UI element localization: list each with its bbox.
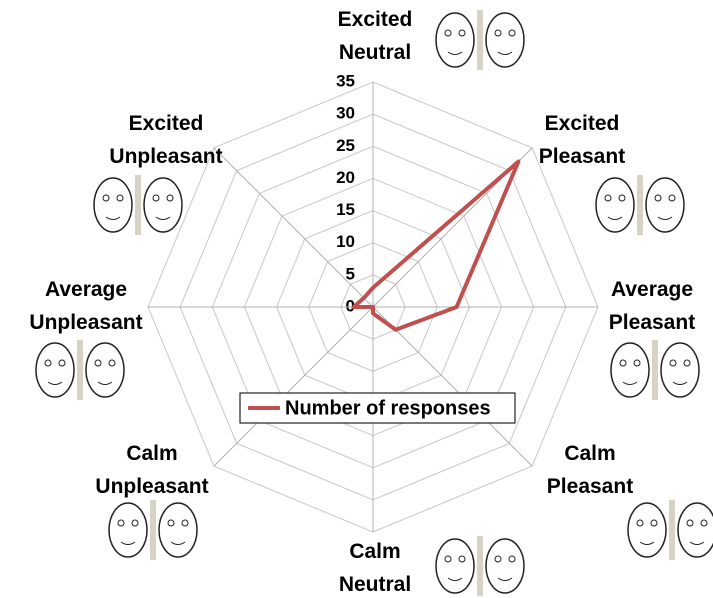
divider [669, 500, 675, 560]
category-label: Average Unpleasant [29, 273, 142, 339]
face [596, 178, 634, 232]
r-tick-label: 20 [336, 168, 355, 187]
page: 05101520253035Number of responses Excite… [0, 0, 713, 598]
r-tick-label: 35 [336, 71, 355, 90]
face [86, 343, 124, 397]
face-icons [436, 10, 524, 70]
divider [652, 340, 658, 400]
face-icons [94, 175, 182, 235]
axis-line [214, 307, 373, 466]
category-label: Calm Neutral [339, 535, 411, 598]
r-tick-label: 30 [336, 104, 355, 123]
category-label: Average Pleasant [609, 273, 695, 339]
face-icons [628, 500, 713, 560]
face-icons [109, 500, 197, 560]
r-tick-label: 10 [336, 232, 355, 251]
face [36, 343, 74, 397]
face-icons [596, 175, 684, 235]
face [436, 13, 474, 67]
category-label: Excited Neutral [338, 3, 413, 69]
r-tick-label: 25 [336, 136, 355, 155]
face [436, 539, 474, 593]
face [486, 539, 524, 593]
divider [77, 340, 83, 400]
face-icons [611, 340, 699, 400]
category-label: Calm Pleasant [547, 437, 633, 503]
face [486, 13, 524, 67]
face [678, 503, 713, 557]
face-icons [36, 340, 124, 400]
face [94, 178, 132, 232]
face [646, 178, 684, 232]
divider [150, 500, 156, 560]
divider [637, 175, 643, 235]
face [661, 343, 699, 397]
face [109, 503, 147, 557]
category-label: Excited Pleasant [539, 107, 625, 173]
category-label: Excited Unpleasant [109, 107, 222, 173]
divider [135, 175, 141, 235]
face-icons [436, 536, 524, 596]
legend-label: Number of responses [285, 397, 491, 419]
face [628, 503, 666, 557]
r-tick-label: 15 [336, 200, 355, 219]
category-label: Calm Unpleasant [95, 437, 208, 503]
face [159, 503, 197, 557]
divider [477, 10, 483, 70]
face [611, 343, 649, 397]
divider [477, 536, 483, 596]
face [144, 178, 182, 232]
